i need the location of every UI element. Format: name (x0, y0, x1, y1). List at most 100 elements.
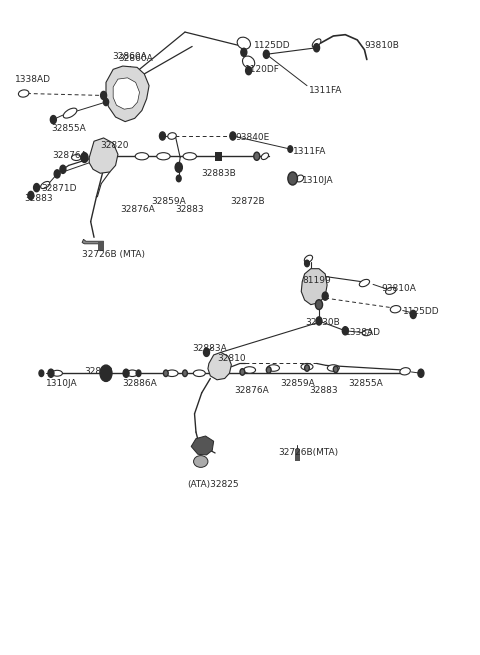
Polygon shape (89, 138, 118, 174)
Text: 32876A: 32876A (120, 206, 155, 214)
Ellipse shape (18, 90, 29, 97)
Ellipse shape (312, 39, 321, 48)
Circle shape (28, 191, 34, 200)
Circle shape (316, 317, 322, 325)
Circle shape (39, 370, 44, 377)
Ellipse shape (301, 364, 313, 370)
Ellipse shape (242, 56, 255, 68)
Polygon shape (191, 436, 214, 455)
Circle shape (342, 327, 348, 335)
Bar (98, 240, 104, 251)
Text: 1338AD: 1338AD (15, 75, 51, 84)
Text: 32883: 32883 (24, 194, 53, 202)
Text: 32855A: 32855A (348, 379, 383, 388)
Circle shape (418, 369, 424, 377)
Polygon shape (106, 66, 149, 122)
Polygon shape (113, 78, 140, 109)
Circle shape (241, 48, 247, 56)
Circle shape (176, 163, 182, 172)
Circle shape (322, 292, 328, 300)
Circle shape (264, 50, 269, 58)
Text: 32726B (MTA): 32726B (MTA) (82, 250, 145, 259)
Ellipse shape (390, 306, 401, 313)
Polygon shape (208, 352, 231, 380)
Text: 32820: 32820 (100, 141, 129, 150)
Text: 32830B: 32830B (306, 318, 340, 327)
Text: 32726B(MTA): 32726B(MTA) (278, 449, 338, 457)
Text: 93840E: 93840E (235, 134, 269, 142)
Circle shape (305, 260, 310, 267)
Ellipse shape (135, 153, 149, 160)
Text: 81199: 81199 (302, 276, 331, 285)
Text: 32855A: 32855A (51, 124, 86, 133)
Text: 32810: 32810 (217, 354, 246, 363)
Circle shape (50, 115, 56, 124)
Circle shape (246, 67, 252, 75)
Circle shape (410, 310, 416, 318)
Ellipse shape (168, 133, 176, 140)
Text: 1310JA: 1310JA (46, 379, 78, 388)
Text: 1338AD: 1338AD (345, 328, 381, 337)
Text: 1125DD: 1125DD (254, 41, 291, 50)
Ellipse shape (72, 155, 81, 160)
Text: 1120DF: 1120DF (245, 65, 280, 74)
Circle shape (175, 162, 182, 172)
Ellipse shape (193, 456, 208, 468)
Circle shape (230, 132, 236, 140)
Ellipse shape (237, 37, 251, 49)
Ellipse shape (304, 255, 312, 263)
Text: 1125DD: 1125DD (403, 307, 439, 316)
Circle shape (313, 44, 320, 52)
Circle shape (81, 153, 88, 162)
Circle shape (101, 92, 107, 100)
Circle shape (266, 367, 271, 373)
Ellipse shape (267, 365, 279, 371)
Circle shape (48, 369, 54, 377)
Text: 93810A: 93810A (381, 284, 416, 293)
Circle shape (163, 370, 168, 377)
Ellipse shape (41, 181, 50, 189)
Text: 32883: 32883 (310, 386, 338, 396)
Circle shape (54, 170, 60, 178)
Bar (215, 152, 222, 161)
Text: 1311FA: 1311FA (293, 147, 326, 155)
Circle shape (254, 152, 260, 160)
Circle shape (240, 369, 245, 375)
Ellipse shape (360, 280, 370, 287)
Text: 93810B: 93810B (364, 41, 399, 50)
Text: 32886A: 32886A (123, 379, 157, 388)
Circle shape (288, 172, 298, 185)
Ellipse shape (296, 175, 303, 182)
Text: 32872B: 32872B (230, 197, 265, 206)
Circle shape (159, 132, 166, 140)
Polygon shape (82, 239, 104, 244)
Text: 32860A: 32860A (118, 54, 153, 63)
Circle shape (305, 365, 310, 371)
Ellipse shape (157, 153, 170, 160)
Ellipse shape (400, 367, 410, 375)
Circle shape (288, 146, 293, 153)
Bar (295, 449, 300, 460)
Text: 1310JA: 1310JA (302, 176, 334, 185)
Text: 32876A: 32876A (234, 386, 269, 396)
Ellipse shape (327, 365, 339, 371)
Text: 32883: 32883 (175, 206, 204, 214)
Circle shape (34, 183, 39, 192)
Text: 1311FA: 1311FA (310, 86, 343, 95)
Text: 32860A: 32860A (112, 52, 147, 61)
Circle shape (60, 165, 66, 174)
Circle shape (103, 98, 108, 105)
Circle shape (315, 300, 323, 310)
Text: 32883A: 32883A (192, 344, 227, 353)
Ellipse shape (127, 370, 138, 377)
Circle shape (182, 370, 187, 377)
Ellipse shape (261, 153, 269, 160)
Ellipse shape (362, 329, 372, 336)
Ellipse shape (243, 367, 255, 373)
Circle shape (176, 175, 181, 181)
Ellipse shape (63, 108, 77, 118)
Circle shape (136, 370, 141, 377)
Text: 32859A: 32859A (281, 379, 315, 388)
Text: 32871D: 32871D (41, 185, 77, 193)
Ellipse shape (193, 370, 205, 377)
